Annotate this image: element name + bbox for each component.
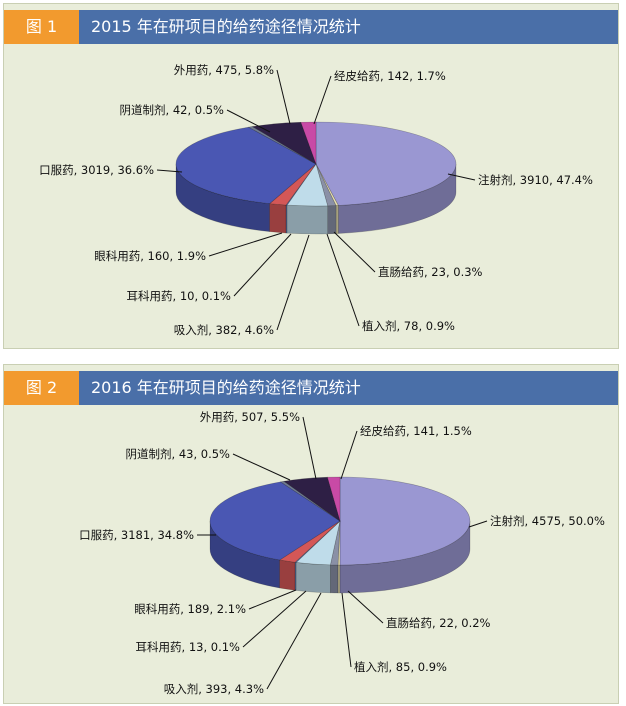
figure-1-title: 2015 年在研项目的给药途径情况统计 xyxy=(79,10,618,44)
leader-line-injection xyxy=(468,520,488,528)
slice-injection xyxy=(339,476,471,566)
data-label-oral: 口服药, 3019, 36.6% xyxy=(39,163,154,177)
leader-line-transdermal xyxy=(313,75,332,125)
pie-chart-2015: 注射剂, 3910, 47.4% 直肠给药, 23, 0.3% 植入剂, 78, 0… xyxy=(39,63,593,337)
data-label-otic: 耳科用药, 13, 0.1% xyxy=(136,640,241,654)
figure-1-tag: 图 1 xyxy=(4,10,79,44)
leader-line-injection xyxy=(447,173,476,181)
slice-injection xyxy=(315,121,457,206)
data-label-inhalation: 吸入剂, 393, 4.3% xyxy=(164,682,264,696)
pie-labels: 注射剂, 4575, 50.0% 直肠给药, 22, 0.2% 植入剂, 85, 0… xyxy=(79,410,605,696)
leader-line-topical xyxy=(302,416,317,480)
leader-line-inhalation xyxy=(276,234,310,331)
figure-2-tag: 图 2 xyxy=(4,371,79,405)
pie-slices xyxy=(209,476,471,566)
data-label-topical: 外用药, 475, 5.8% xyxy=(174,63,274,77)
pie-labels: 注射剂, 3910, 47.4% 直肠给药, 23, 0.3% 植入剂, 78, 0… xyxy=(39,63,593,337)
wall-inhalation xyxy=(295,562,331,594)
leader-line-ophthalmic xyxy=(208,232,283,257)
slice-vaginal xyxy=(247,126,317,165)
slice-topical xyxy=(251,121,317,165)
slice-transdermal xyxy=(300,121,317,165)
slice-otic xyxy=(285,163,317,206)
slice-topical xyxy=(283,476,341,522)
slice-ophthalmic xyxy=(278,520,341,563)
wall-implant xyxy=(330,564,339,594)
leader-line-inhalation xyxy=(266,592,322,690)
figure-2-header: 图 2 2016 年在研项目的给药途径情况统计 xyxy=(4,371,618,405)
data-label-injection: 注射剂, 3910, 47.4% xyxy=(478,173,593,187)
slice-oral xyxy=(209,481,341,561)
leader-line-implant xyxy=(326,233,360,327)
figure-2-panel: 图 2 2016 年在研项目的给药途径情况统计 注射剂, 4575, 50.0%… xyxy=(3,364,619,704)
figure-1-panel: 图 1 2015 年在研项目的给药途径情况统计 注射剂, 3910, 47.4%… xyxy=(3,3,619,349)
slice-oral xyxy=(175,126,317,204)
data-label-ophthalmic: 眼科用药, 160, 1.9% xyxy=(94,249,206,263)
data-label-topical: 外用药, 507, 5.5% xyxy=(200,410,300,424)
leader-line-implant xyxy=(341,592,352,668)
pie-chart-2016: 注射剂, 4575, 50.0% 直肠给药, 22, 0.2% 植入剂, 85, 0… xyxy=(79,410,605,696)
pie-side-walls xyxy=(175,163,457,235)
wall-otic xyxy=(285,204,288,234)
data-label-vaginal: 阴道制剂, 42, 0.5% xyxy=(120,103,225,117)
slice-inhalation xyxy=(295,520,341,566)
leader-line-otic xyxy=(233,233,292,297)
figure-2-title: 2016 年在研项目的给药途径情况统计 xyxy=(79,371,618,405)
data-label-inhalation: 吸入剂, 382, 4.6% xyxy=(174,323,274,337)
wall-rectal xyxy=(335,205,339,234)
pie-slices xyxy=(175,121,457,207)
wall-implant xyxy=(327,205,337,235)
leader-line-vaginal xyxy=(232,453,291,481)
leader-line-ophthalmic xyxy=(248,589,297,610)
leader-line-oral xyxy=(156,169,183,173)
leader-line-rectal xyxy=(333,231,376,273)
wall-inhalation xyxy=(286,204,328,235)
wall-rectal xyxy=(337,564,341,594)
slice-rectal xyxy=(315,163,339,206)
leader-line-vaginal xyxy=(226,109,271,133)
leader-line-otic xyxy=(242,590,307,648)
slice-otic xyxy=(294,520,341,563)
data-label-ophthalmic: 眼科用药, 189, 2.1% xyxy=(134,602,246,616)
data-label-otic: 耳科用药, 10, 0.1% xyxy=(127,289,232,303)
leader-line-rectal xyxy=(347,590,384,624)
wall-ophthalmic xyxy=(269,203,287,234)
slice-vaginal xyxy=(279,480,341,522)
data-label-rectal: 直肠给药, 22, 0.2% xyxy=(386,616,491,630)
data-label-injection: 注射剂, 4575, 50.0% xyxy=(490,514,605,528)
slice-ophthalmic xyxy=(268,163,317,206)
data-label-implant: 植入剂, 78, 0.9% xyxy=(362,319,455,333)
slice-implant xyxy=(315,163,337,207)
figure-1-header: 图 1 2015 年在研项目的给药途径情况统计 xyxy=(4,10,618,44)
data-label-transdermal: 经皮给药, 141, 1.5% xyxy=(360,424,472,438)
slice-rectal xyxy=(337,520,341,566)
data-label-transdermal: 经皮给药, 142, 1.7% xyxy=(334,69,446,83)
slice-transdermal xyxy=(327,476,341,522)
leader-line-topical xyxy=(276,69,291,125)
wall-ophthalmic xyxy=(279,559,296,591)
data-label-implant: 植入剂, 85, 0.9% xyxy=(354,660,447,674)
wall-oral xyxy=(209,520,280,589)
leader-line-transdermal xyxy=(340,430,358,480)
data-label-vaginal: 阴道制剂, 43, 0.5% xyxy=(126,447,231,461)
slice-implant xyxy=(330,520,341,566)
data-label-rectal: 直肠给药, 23, 0.3% xyxy=(378,265,483,279)
data-label-oral: 口服药, 3181, 34.8% xyxy=(79,528,194,542)
slice-inhalation xyxy=(286,163,329,207)
